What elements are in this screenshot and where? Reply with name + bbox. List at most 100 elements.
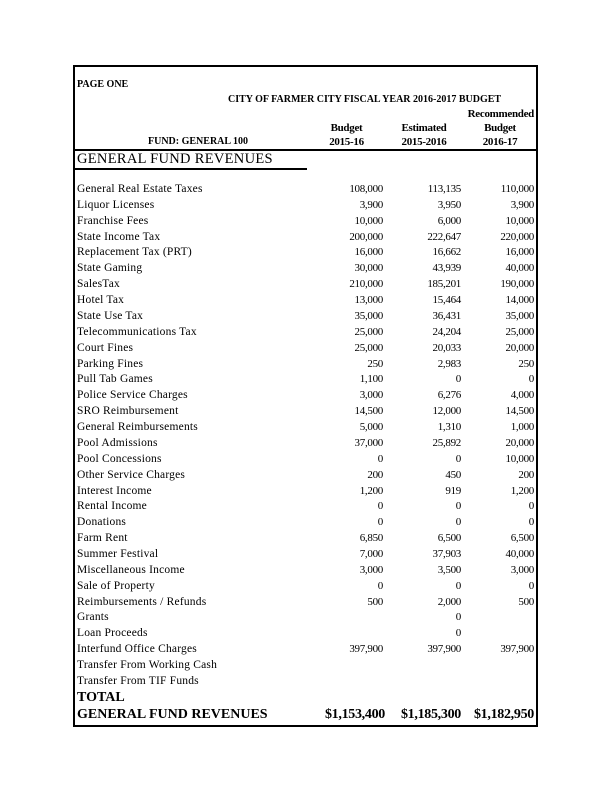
row-label: Reimbursements / Refunds bbox=[77, 595, 207, 608]
row-estimated-2015-2016: 0 bbox=[455, 452, 462, 465]
row-estimated-2015-2016: 36,431 bbox=[432, 309, 462, 322]
row-estimated-2015-2016: 3,950 bbox=[437, 198, 462, 211]
row-label: Summer Festival bbox=[77, 548, 159, 560]
row-budget-2015-16: 1,200 bbox=[359, 484, 384, 497]
row-label: Miscellaneous Income bbox=[77, 563, 185, 576]
row-budget-2015-16: 14,500 bbox=[354, 405, 384, 418]
row-recommended-2016-17: 3,000 bbox=[510, 563, 535, 576]
row-budget-2015-16: 25,000 bbox=[354, 341, 384, 354]
row-recommended-2016-17: 25,000 bbox=[505, 325, 535, 338]
row-label: Replacement Tax (PRT) bbox=[77, 246, 192, 259]
row-estimated-2015-2016: 6,276 bbox=[437, 389, 462, 402]
row-recommended-2016-17: 1,000 bbox=[510, 421, 535, 434]
row-budget-2015-16: 0 bbox=[377, 500, 384, 513]
page-label: PAGE ONE bbox=[77, 79, 129, 90]
row-recommended-2016-17: 35,000 bbox=[505, 309, 535, 322]
col1-header-line2: Budget bbox=[330, 122, 363, 134]
row-recommended-2016-17: 220,000 bbox=[500, 230, 534, 243]
row-label: State Use Tax bbox=[77, 309, 144, 322]
col3-header-line1: Recommended bbox=[467, 108, 535, 120]
row-label: Donations bbox=[77, 516, 127, 529]
col2-header-line2: Estimated bbox=[401, 122, 447, 134]
row-recommended-2016-17: 500 bbox=[518, 595, 534, 608]
row-estimated-2015-2016: 0 bbox=[455, 516, 462, 529]
row-budget-2015-16: 0 bbox=[377, 579, 384, 592]
row-label: Hotel Tax bbox=[77, 294, 125, 307]
row-recommended-2016-17: 10,000 bbox=[505, 452, 535, 465]
row-recommended-2016-17: 6,500 bbox=[510, 532, 535, 545]
row-label: Rental Income bbox=[77, 500, 147, 513]
row-estimated-2015-2016: 0 bbox=[455, 373, 462, 386]
row-label: Farm Rent bbox=[77, 532, 128, 545]
row-budget-2015-16: 0 bbox=[377, 452, 384, 465]
row-budget-2015-16: 10,000 bbox=[354, 214, 384, 227]
row-estimated-2015-2016: 222,647 bbox=[427, 230, 461, 243]
row-estimated-2015-2016: 185,201 bbox=[427, 278, 461, 291]
row-label: Interest Income bbox=[77, 484, 152, 497]
row-recommended-2016-17: 0 bbox=[528, 373, 535, 386]
row-label: General Real Estate Taxes bbox=[77, 183, 203, 195]
row-estimated-2015-2016: 43,939 bbox=[432, 262, 462, 275]
row-budget-2015-16: 6,850 bbox=[359, 532, 384, 545]
section-title: GENERAL FUND REVENUES bbox=[77, 151, 273, 167]
row-recommended-2016-17: 250 bbox=[518, 357, 534, 370]
row-estimated-2015-2016: 397,900 bbox=[427, 643, 461, 656]
row-budget-2015-16: 7,000 bbox=[359, 548, 384, 560]
row-estimated-2015-2016: 2,983 bbox=[437, 357, 462, 370]
row-budget-2015-16: 200 bbox=[367, 468, 383, 481]
row-recommended-2016-17: 14,500 bbox=[505, 405, 535, 418]
row-budget-2015-16: 210,000 bbox=[349, 278, 383, 291]
row-recommended-2016-17: 0 bbox=[528, 579, 535, 592]
col3-header-line3: 2016-17 bbox=[482, 136, 518, 148]
row-estimated-2015-2016: 20,033 bbox=[432, 341, 462, 354]
row-recommended-2016-17: 40,000 bbox=[505, 548, 535, 560]
row-recommended-2016-17: 4,000 bbox=[510, 389, 535, 402]
row-estimated-2015-2016: 6,000 bbox=[437, 214, 462, 227]
fund-label: FUND: GENERAL 100 bbox=[148, 136, 249, 147]
row-budget-2015-16: 37,000 bbox=[354, 436, 384, 449]
page-frame bbox=[73, 65, 538, 727]
row-label: Sale of Property bbox=[77, 579, 155, 592]
row-recommended-2016-17: 190,000 bbox=[500, 278, 534, 291]
row-label: Pool Concessions bbox=[77, 452, 162, 465]
row-recommended-2016-17: 20,000 bbox=[505, 341, 535, 354]
row-recommended-2016-17: 0 bbox=[528, 500, 535, 513]
total-label-2: GENERAL FUND REVENUES bbox=[77, 707, 268, 722]
row-label: Loan Proceeds bbox=[77, 627, 148, 640]
row-recommended-2016-17: 10,000 bbox=[505, 214, 535, 227]
row-budget-2015-16: 3,000 bbox=[359, 389, 384, 402]
row-label: Transfer From Working Cash bbox=[77, 659, 218, 672]
row-label: Police Service Charges bbox=[77, 389, 188, 402]
row-recommended-2016-17: 110,000 bbox=[500, 183, 535, 195]
row-label: Interfund Office Charges bbox=[77, 643, 197, 656]
row-label: Liquor Licenses bbox=[77, 198, 155, 211]
row-budget-2015-16: 397,900 bbox=[349, 643, 383, 656]
row-label: Franchise Fees bbox=[77, 214, 149, 227]
row-estimated-2015-2016: 37,903 bbox=[432, 548, 462, 560]
row-budget-2015-16: 3,000 bbox=[359, 563, 384, 576]
col2-header-line3: 2015-2016 bbox=[401, 136, 447, 148]
document-title: CITY OF FARMER CITY FISCAL YEAR 2016-201… bbox=[228, 94, 502, 105]
row-estimated-2015-2016: 0 bbox=[455, 579, 462, 592]
row-label: State Gaming bbox=[77, 262, 143, 275]
total-estimated: $1,185,300 bbox=[400, 707, 461, 722]
row-budget-2015-16: 108,000 bbox=[349, 183, 383, 195]
row-estimated-2015-2016: 113,135 bbox=[427, 183, 462, 195]
total-budget: $1,153,400 bbox=[324, 707, 385, 722]
row-estimated-2015-2016: 16,662 bbox=[432, 246, 462, 259]
row-budget-2015-16: 200,000 bbox=[349, 230, 383, 243]
row-label: Grants bbox=[77, 611, 109, 624]
row-estimated-2015-2016: 0 bbox=[455, 500, 462, 513]
row-estimated-2015-2016: 3,500 bbox=[437, 563, 462, 576]
row-estimated-2015-2016: 919 bbox=[445, 484, 461, 497]
row-budget-2015-16: 0 bbox=[377, 516, 384, 529]
row-estimated-2015-2016: 0 bbox=[455, 611, 462, 624]
row-estimated-2015-2016: 450 bbox=[445, 468, 461, 481]
section-underline bbox=[73, 168, 307, 170]
row-estimated-2015-2016: 24,204 bbox=[432, 325, 462, 338]
row-label: Pool Admissions bbox=[77, 436, 158, 449]
col1-header-line3: 2015-16 bbox=[329, 136, 364, 148]
row-recommended-2016-17: 200 bbox=[518, 468, 534, 481]
row-budget-2015-16: 3,900 bbox=[359, 198, 384, 211]
row-label: General Reimbursements bbox=[77, 421, 198, 434]
